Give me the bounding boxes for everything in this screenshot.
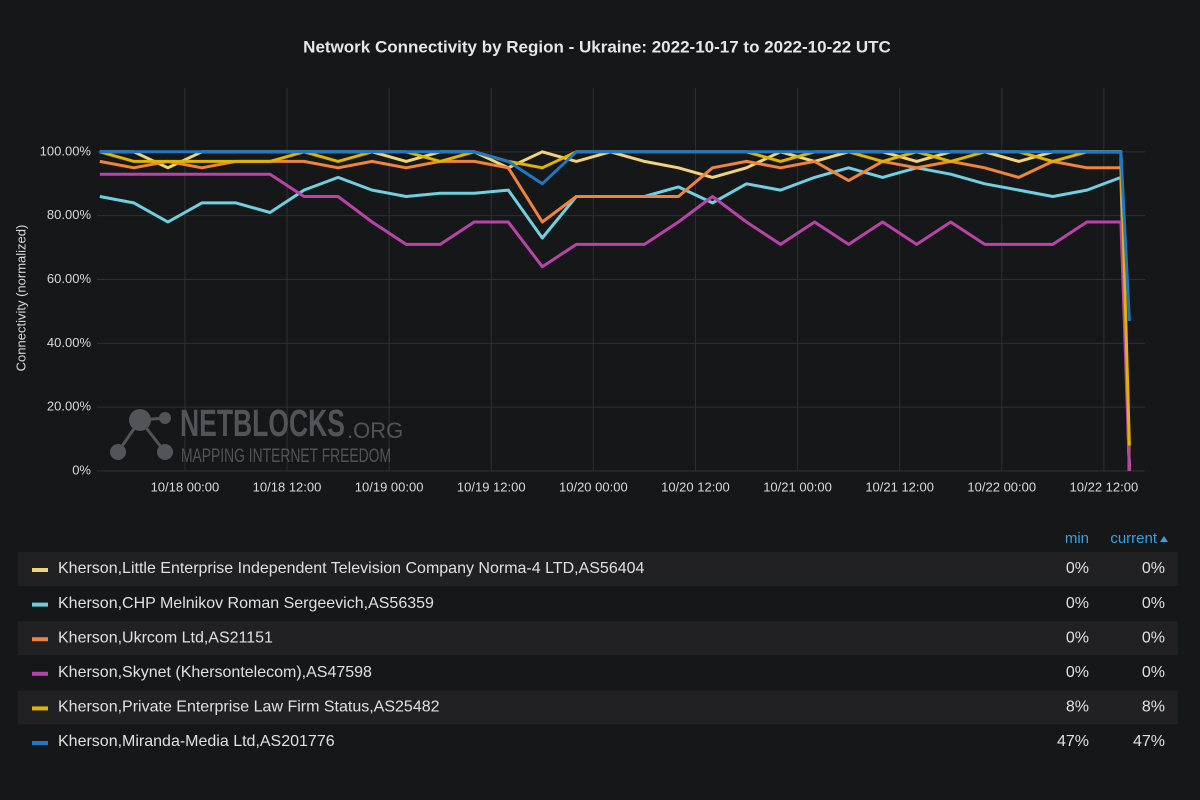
legend-table: min current Kherson,Little Enterprise In… bbox=[18, 530, 1178, 750]
x-tick-label: 10/21 12:00 bbox=[865, 479, 934, 494]
watermark-title: NETBLOCKS bbox=[180, 403, 345, 445]
watermark-tagline: MAPPING INTERNET FREEDOM bbox=[181, 446, 391, 467]
legend-current: 0% bbox=[1142, 560, 1165, 577]
y-tick-label: 20.00% bbox=[47, 399, 92, 414]
legend-column-header[interactable]: current bbox=[1110, 530, 1158, 547]
legend-min: 8% bbox=[1066, 699, 1089, 716]
legend-label: Kherson,Little Enterprise Independent Te… bbox=[58, 560, 645, 577]
legend-current: 47% bbox=[1133, 733, 1165, 750]
x-tick-label: 10/18 12:00 bbox=[253, 479, 322, 494]
watermark-icon-node bbox=[159, 412, 171, 424]
legend-label: Kherson,CHP Melnikov Roman Sergeevich,AS… bbox=[58, 595, 434, 612]
watermark-suffix: .ORG bbox=[347, 418, 403, 443]
y-tick-label: 80.00% bbox=[47, 207, 92, 222]
watermark-icon-node bbox=[110, 444, 126, 460]
series-line bbox=[99, 172, 1131, 472]
y-tick-label: 100.00% bbox=[40, 143, 92, 158]
x-tick-label: 10/19 00:00 bbox=[355, 479, 424, 494]
plot-lines bbox=[99, 150, 1131, 472]
legend-min: 0% bbox=[1066, 560, 1089, 577]
x-tick-label: 10/22 12:00 bbox=[1070, 479, 1139, 494]
chart-title: Network Connectivity by Region - Ukraine… bbox=[303, 37, 891, 56]
x-tick-label: 10/20 00:00 bbox=[559, 479, 628, 494]
legend-current: 8% bbox=[1142, 699, 1165, 716]
legend-row bbox=[18, 621, 1178, 656]
legend-label: Kherson,Private Enterprise Law Firm Stat… bbox=[58, 699, 440, 716]
watermark-icon-node bbox=[129, 409, 151, 431]
legend-current: 0% bbox=[1142, 595, 1165, 612]
legend-label: Kherson,Ukrcom Ltd,AS21151 bbox=[58, 629, 273, 646]
legend-current: 0% bbox=[1142, 664, 1165, 681]
y-tick-label: 0% bbox=[72, 462, 91, 477]
x-tick-label: 10/21 00:00 bbox=[763, 479, 832, 494]
y-tick-label: 40.00% bbox=[47, 335, 92, 350]
legend-min: 47% bbox=[1057, 733, 1089, 750]
y-tick-label: 60.00% bbox=[47, 271, 92, 286]
legend-column-header[interactable]: min bbox=[1065, 530, 1089, 547]
legend-current: 0% bbox=[1142, 629, 1165, 646]
y-axis-label: Connectivity (normalized) bbox=[13, 225, 28, 372]
legend-label: Kherson,Skynet (Khersontelecom),AS47598 bbox=[58, 664, 372, 681]
series-line bbox=[99, 159, 1131, 472]
x-tick-label: 10/20 12:00 bbox=[661, 479, 730, 494]
watermark-icon-node bbox=[157, 444, 173, 460]
x-tick-label: 10/22 00:00 bbox=[967, 479, 1036, 494]
watermark: NETBLOCKS .ORG MAPPING INTERNET FREEDOM bbox=[110, 403, 403, 467]
legend-row bbox=[18, 552, 1178, 586]
legend-min: 0% bbox=[1066, 664, 1089, 681]
x-tick-label: 10/18 00:00 bbox=[151, 479, 220, 494]
x-tick-label: 10/19 12:00 bbox=[457, 479, 526, 494]
series-line bbox=[99, 150, 1131, 322]
legend-row bbox=[18, 690, 1178, 725]
sort-arrow bbox=[1160, 536, 1168, 542]
legend-label: Kherson,Miranda-Media Ltd,AS201776 bbox=[58, 733, 335, 750]
legend-min: 0% bbox=[1066, 595, 1089, 612]
legend-min: 0% bbox=[1066, 629, 1089, 646]
